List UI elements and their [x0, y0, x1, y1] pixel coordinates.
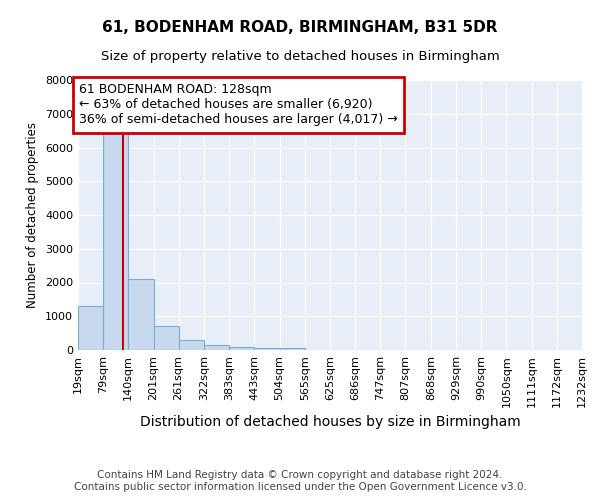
Text: Contains HM Land Registry data © Crown copyright and database right 2024.: Contains HM Land Registry data © Crown c… [97, 470, 503, 480]
Bar [78, 306, 103, 350]
Text: 61, BODENHAM ROAD, BIRMINGHAM, B31 5DR: 61, BODENHAM ROAD, BIRMINGHAM, B31 5DR [102, 20, 498, 35]
Text: Size of property relative to detached houses in Birmingham: Size of property relative to detached ho… [101, 50, 499, 63]
Bar [154, 326, 179, 350]
Bar [254, 348, 280, 350]
Bar [103, 127, 128, 350]
Text: Contains public sector information licensed under the Open Government Licence v3: Contains public sector information licen… [74, 482, 526, 492]
Text: 61 BODENHAM ROAD: 128sqm
← 63% of detached houses are smaller (6,920)
36% of sem: 61 BODENHAM ROAD: 128sqm ← 63% of detach… [79, 84, 398, 126]
Y-axis label: Number of detached properties: Number of detached properties [26, 122, 40, 308]
Bar [179, 340, 204, 350]
Bar [204, 345, 229, 350]
Bar [280, 348, 305, 350]
Bar [128, 279, 154, 350]
Bar [229, 348, 254, 350]
X-axis label: Distribution of detached houses by size in Birmingham: Distribution of detached houses by size … [140, 415, 520, 429]
